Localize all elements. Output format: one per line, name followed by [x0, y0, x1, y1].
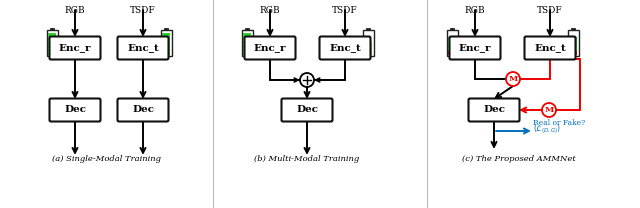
Text: RGB: RGB: [465, 6, 485, 15]
Circle shape: [506, 72, 520, 86]
FancyBboxPatch shape: [118, 36, 168, 59]
Bar: [571, 27, 575, 30]
Bar: [447, 30, 458, 56]
FancyBboxPatch shape: [49, 36, 100, 59]
Bar: [164, 27, 168, 30]
FancyBboxPatch shape: [449, 36, 500, 59]
FancyBboxPatch shape: [49, 99, 100, 121]
Text: Dec: Dec: [296, 105, 318, 114]
Bar: [569, 37, 577, 51]
FancyBboxPatch shape: [282, 99, 333, 121]
Bar: [569, 51, 577, 55]
Bar: [47, 30, 58, 56]
Bar: [366, 27, 370, 30]
FancyBboxPatch shape: [319, 36, 371, 59]
Text: Real or Fake?: Real or Fake?: [533, 119, 585, 127]
Text: TSDF: TSDF: [332, 6, 358, 15]
FancyBboxPatch shape: [244, 36, 296, 59]
Text: TSDF: TSDF: [130, 6, 156, 15]
Bar: [162, 33, 170, 55]
Bar: [48, 33, 56, 55]
Bar: [448, 37, 456, 51]
Bar: [450, 27, 454, 30]
Text: Enc_r: Enc_r: [59, 43, 92, 52]
Text: Enc_t: Enc_t: [329, 43, 361, 52]
Text: RGB: RGB: [65, 6, 85, 15]
Text: (a) Single-Modal Training: (a) Single-Modal Training: [52, 155, 161, 163]
Text: M: M: [508, 75, 518, 83]
Text: TSDF: TSDF: [537, 6, 563, 15]
Bar: [161, 30, 172, 56]
Text: Enc_r: Enc_r: [253, 43, 286, 52]
Bar: [364, 42, 372, 55]
Text: Dec: Dec: [483, 105, 505, 114]
Text: Enc_r: Enc_r: [459, 43, 492, 52]
Text: RGB: RGB: [260, 6, 280, 15]
Circle shape: [300, 73, 314, 87]
Circle shape: [542, 103, 556, 117]
Bar: [241, 30, 253, 56]
Bar: [362, 30, 374, 56]
Text: Dec: Dec: [132, 105, 154, 114]
Text: (c) The Proposed AMMNet: (c) The Proposed AMMNet: [462, 155, 576, 163]
Bar: [568, 30, 579, 56]
FancyBboxPatch shape: [468, 99, 520, 121]
Bar: [245, 27, 249, 30]
Bar: [243, 33, 252, 55]
Bar: [50, 27, 54, 30]
FancyBboxPatch shape: [525, 36, 575, 59]
FancyBboxPatch shape: [118, 99, 168, 121]
Text: Dec: Dec: [64, 105, 86, 114]
Text: (b) Multi-Modal Training: (b) Multi-Modal Training: [254, 155, 360, 163]
Bar: [448, 51, 456, 55]
Text: $(\mathcal{L}_{(D,G)})$: $(\mathcal{L}_{(D,G)})$: [533, 122, 561, 136]
Text: Enc_t: Enc_t: [534, 43, 566, 52]
Text: Enc_t: Enc_t: [127, 43, 159, 52]
Text: M: M: [545, 106, 554, 114]
